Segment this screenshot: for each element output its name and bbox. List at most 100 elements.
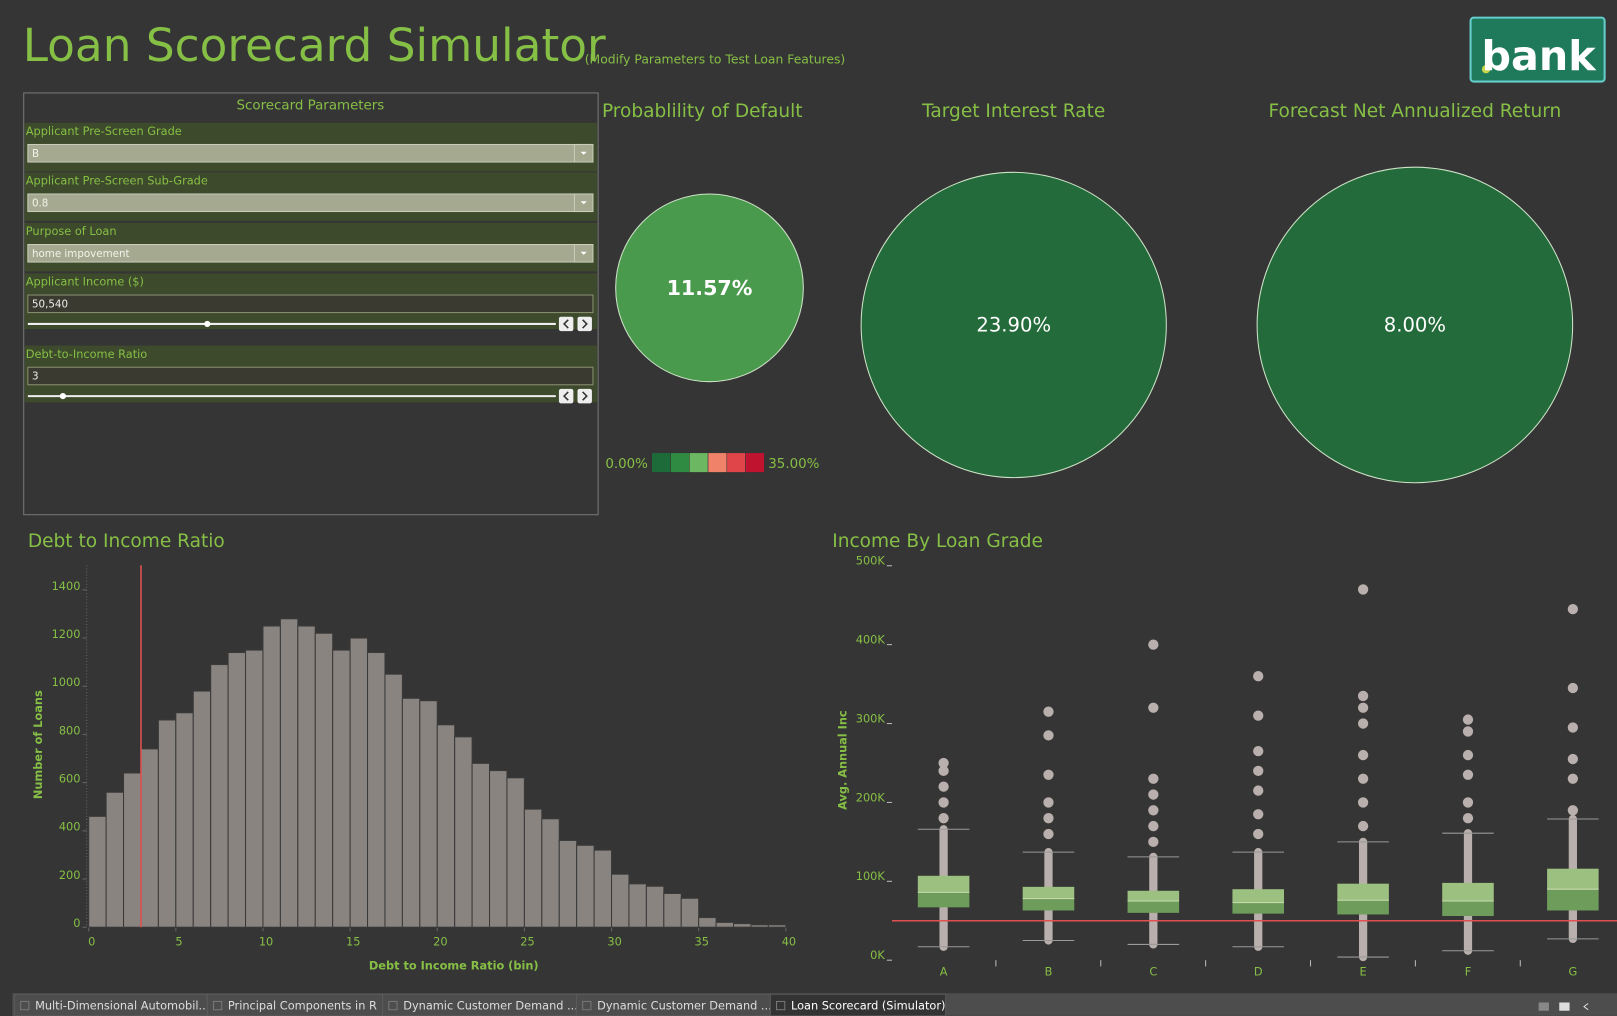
outlier [1148,836,1159,848]
box-upper [1337,883,1389,901]
x-tick-label: D [1254,965,1263,979]
dropdown[interactable] [27,143,594,163]
input-box[interactable] [27,366,594,386]
bar [157,719,177,928]
kpi-value: 23.90% [976,313,1051,336]
slider-step-button[interactable] [558,316,574,332]
bar [401,697,421,928]
bar [367,651,386,928]
outlier [1357,820,1369,832]
tab-icon [776,1000,786,1011]
outlier [1043,797,1054,808]
bar [733,923,752,928]
x-axis-label: Debt to Income Ratio (bin) [369,958,539,972]
box-upper [917,875,970,893]
y-tick-label: 0 [73,916,80,930]
slider-step-button[interactable] [577,388,592,404]
outlier [1253,809,1264,820]
box-lower [1127,901,1180,913]
tab-label: Loan Scorecard (Simulator) [791,999,945,1013]
field-label: Debt-to-Income Ratio [26,347,148,361]
bar [192,690,212,928]
outlier [1253,785,1264,796]
outlier [1148,702,1159,713]
y-tick-label: 200K [856,790,886,804]
box-lower [1547,889,1599,911]
kpi-title: Target Interest Rate [921,101,1105,122]
slider-thumb[interactable] [59,393,66,400]
bar [210,664,229,928]
y-axis-label: Number of Loans [31,690,45,799]
bar [88,815,107,928]
outlier [1462,714,1474,725]
dropdown[interactable] [27,193,594,213]
box-lower [1232,902,1285,914]
x-tick-label: 30 [607,935,621,949]
dropdown-arrow [580,201,587,205]
bar [750,924,769,928]
bar [245,649,264,928]
slider-thumb[interactable] [204,320,211,328]
y-tick-label: 800 [59,723,81,737]
title: Loan Scorecard Simulator [23,19,606,72]
input-box[interactable] [27,294,594,314]
bar [314,632,334,928]
y-tick-label: 1200 [52,627,81,641]
box-upper [1022,886,1075,899]
y-tick-label: 0K [870,948,885,962]
bar [698,917,717,928]
outlier [1357,773,1369,784]
outlier [1357,718,1369,729]
outlier [1043,730,1054,741]
dropdown-arrow [580,151,587,155]
outlier [1567,753,1579,765]
legend-swatch [651,452,671,473]
outlier [1357,690,1369,702]
field-label: Applicant Income ($) [26,275,144,289]
outlier [938,757,949,769]
y-tick-label: 500K [856,554,886,568]
dropdown-arrow [580,251,587,255]
x-tick-label: 15 [346,935,360,949]
kpi-circle [860,171,1167,479]
bar [489,770,508,928]
bar [105,791,125,928]
x-tick-label: 5 [175,935,182,949]
outlier [938,765,949,777]
slider-step-button[interactable] [577,316,592,332]
box-upper [1442,882,1494,902]
field-label: Applicant Pre-Screen Sub-Grade [26,174,208,188]
x-tick-label: B [1045,965,1053,979]
bar [471,762,491,928]
outlier [1043,769,1054,780]
x-tick-label: E [1360,965,1367,979]
kpi-value: 11.57% [667,276,753,300]
legend-swatch [707,452,728,473]
outlier [1462,749,1474,761]
view-icon[interactable] [1538,1002,1549,1011]
outlier [1567,722,1579,733]
outlier [1148,820,1159,832]
x-tick-label: 20 [433,935,447,949]
bar [663,892,682,928]
kpi-value: 8.00% [1384,313,1446,336]
bar [279,618,299,928]
bar [175,712,194,928]
tab-label: Principal Components in R [228,999,377,1013]
outlier [1462,797,1474,808]
x-tick-label: A [940,965,948,979]
view-icon[interactable] [1559,1002,1570,1011]
bar [541,818,560,928]
tab-icon [212,1000,223,1011]
dropdown-value: 0.8 [32,197,48,209]
bar [349,637,369,928]
outlier [1357,749,1369,761]
box-upper [1232,889,1285,903]
slider-step-button[interactable] [558,388,574,404]
y-tick-label: 100K [856,869,886,883]
input-value: 3 [32,371,39,383]
nav-arrow[interactable] [1583,1003,1589,1011]
slider-step-arrow [582,391,588,401]
y-tick-label: 400K [856,633,886,647]
